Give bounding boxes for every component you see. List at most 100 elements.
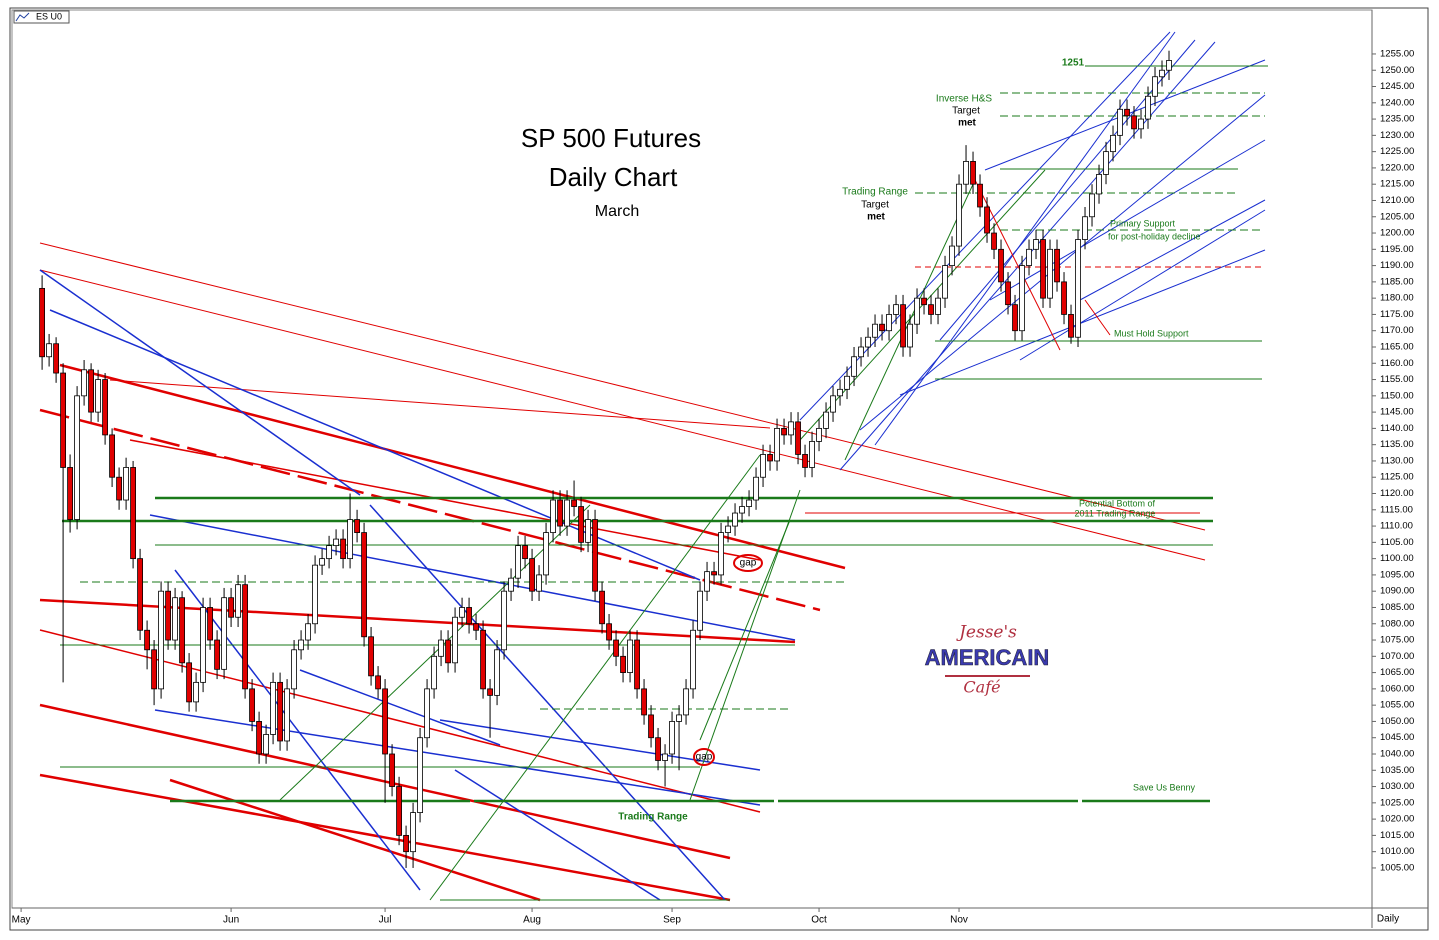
- candle-body: [494, 649, 500, 696]
- candle-body: [473, 623, 479, 631]
- candle-body: [214, 639, 220, 670]
- annotation: met: [867, 212, 885, 223]
- frame: [9, 7, 1429, 931]
- candle-body: [977, 183, 983, 208]
- candle-body: [1103, 151, 1109, 175]
- y-tick-label: 1200.00: [1380, 228, 1414, 239]
- y-tick-label: 1035.00: [1380, 765, 1414, 776]
- candle-body: [1054, 248, 1060, 283]
- candle-body: [382, 688, 388, 755]
- candle-body: [529, 558, 535, 592]
- annotation: gap: [740, 558, 757, 569]
- y-tick-label: 1090.00: [1380, 586, 1414, 597]
- candle-body: [515, 545, 521, 579]
- candle-body: [753, 476, 759, 501]
- title: Daily Chart: [549, 162, 678, 192]
- candle-body: [844, 375, 850, 390]
- candle-body: [774, 427, 780, 462]
- y-tick-label: 1195.00: [1380, 244, 1414, 255]
- annotations: SP 500 Futures Daily Chart March 1251 In…: [521, 58, 1201, 823]
- candle-body: [942, 265, 948, 299]
- candle-body: [1089, 193, 1095, 218]
- logo-text: Café: [963, 678, 1000, 697]
- y-tick-label: 1150.00: [1380, 390, 1414, 401]
- y-tick-label: 1005.00: [1380, 862, 1414, 873]
- candle-body: [851, 356, 857, 377]
- candle-body: [816, 427, 822, 442]
- y-tick-label: 1055.00: [1380, 700, 1414, 711]
- candle-body: [592, 519, 598, 592]
- y-tick-label: 1235.00: [1380, 114, 1414, 125]
- candle-body: [1117, 108, 1123, 136]
- y-tick-label: 1060.00: [1380, 683, 1414, 694]
- candle-body: [1152, 76, 1158, 97]
- candle-body: [39, 287, 45, 358]
- candle-body: [354, 519, 360, 533]
- candle-body: [627, 639, 633, 673]
- y-tick-label: 1255.00: [1380, 48, 1414, 59]
- candle-body: [998, 248, 1004, 283]
- candle-body: [760, 454, 766, 478]
- candle-body: [459, 607, 465, 618]
- candle-body: [543, 532, 549, 576]
- candle-body: [697, 590, 703, 631]
- candle-body: [375, 675, 381, 690]
- candle-body: [550, 499, 556, 533]
- y-tick-label: 1010.00: [1380, 846, 1414, 857]
- candle-body: [95, 379, 101, 413]
- candle-body: [291, 649, 297, 690]
- candle-body: [1019, 265, 1025, 332]
- y-tick-label: 1100.00: [1380, 553, 1414, 564]
- y-tick-label: 1030.00: [1380, 781, 1414, 792]
- candle-body: [991, 232, 997, 250]
- y-tick-label: 1015.00: [1380, 830, 1414, 841]
- candle-body: [186, 662, 192, 703]
- candle-body: [599, 590, 605, 625]
- candle-body: [676, 714, 682, 722]
- x-tick-label: Nov: [950, 915, 968, 926]
- candle-body: [858, 346, 864, 358]
- candle-body: [1082, 216, 1088, 240]
- candle-body: [907, 323, 913, 348]
- candle-body: [823, 411, 829, 429]
- candle-body: [53, 343, 59, 374]
- candle-body: [235, 584, 241, 618]
- y-tick-label: 1250.00: [1380, 65, 1414, 76]
- candle-body: [1110, 134, 1116, 153]
- y-tick-label: 1215.00: [1380, 179, 1414, 190]
- candle-body: [669, 721, 675, 755]
- candle-body: [536, 574, 542, 592]
- y-tick-label: 1190.00: [1380, 260, 1414, 271]
- candle-body: [830, 395, 836, 413]
- candle-body: [165, 590, 171, 641]
- candle-body: [921, 297, 927, 306]
- candle-body: [1075, 239, 1081, 338]
- y-tick-label: 1240.00: [1380, 97, 1414, 108]
- candle-body: [228, 597, 234, 618]
- candle-body: [1124, 108, 1130, 117]
- candle-body: [46, 343, 52, 358]
- candle-body: [74, 395, 80, 520]
- annotation: Potential Bottom of: [1079, 498, 1156, 508]
- y-tick-label: 1140.00: [1380, 423, 1414, 434]
- candle-body: [179, 597, 185, 664]
- annotation: met: [958, 118, 976, 129]
- y-tick-label: 1165.00: [1380, 342, 1414, 353]
- symbol: ES U0: [36, 11, 62, 21]
- y-tick-label: 1225.00: [1380, 146, 1414, 157]
- candle-body: [480, 629, 486, 690]
- y-tick-label: 1070.00: [1380, 651, 1414, 662]
- y-tick-label: 1020.00: [1380, 814, 1414, 825]
- candle-body: [781, 427, 787, 436]
- candle-body: [690, 629, 696, 690]
- candle-body: [256, 721, 262, 755]
- y-tick-label: 1205.00: [1380, 211, 1414, 222]
- title: SP 500 Futures: [521, 123, 701, 153]
- candle-body: [634, 639, 640, 690]
- candle-body: [403, 834, 409, 853]
- y-tick-label: 1175.00: [1380, 309, 1414, 320]
- candle-body: [655, 737, 661, 761]
- candle-body: [1005, 281, 1011, 306]
- candle-body: [578, 506, 584, 543]
